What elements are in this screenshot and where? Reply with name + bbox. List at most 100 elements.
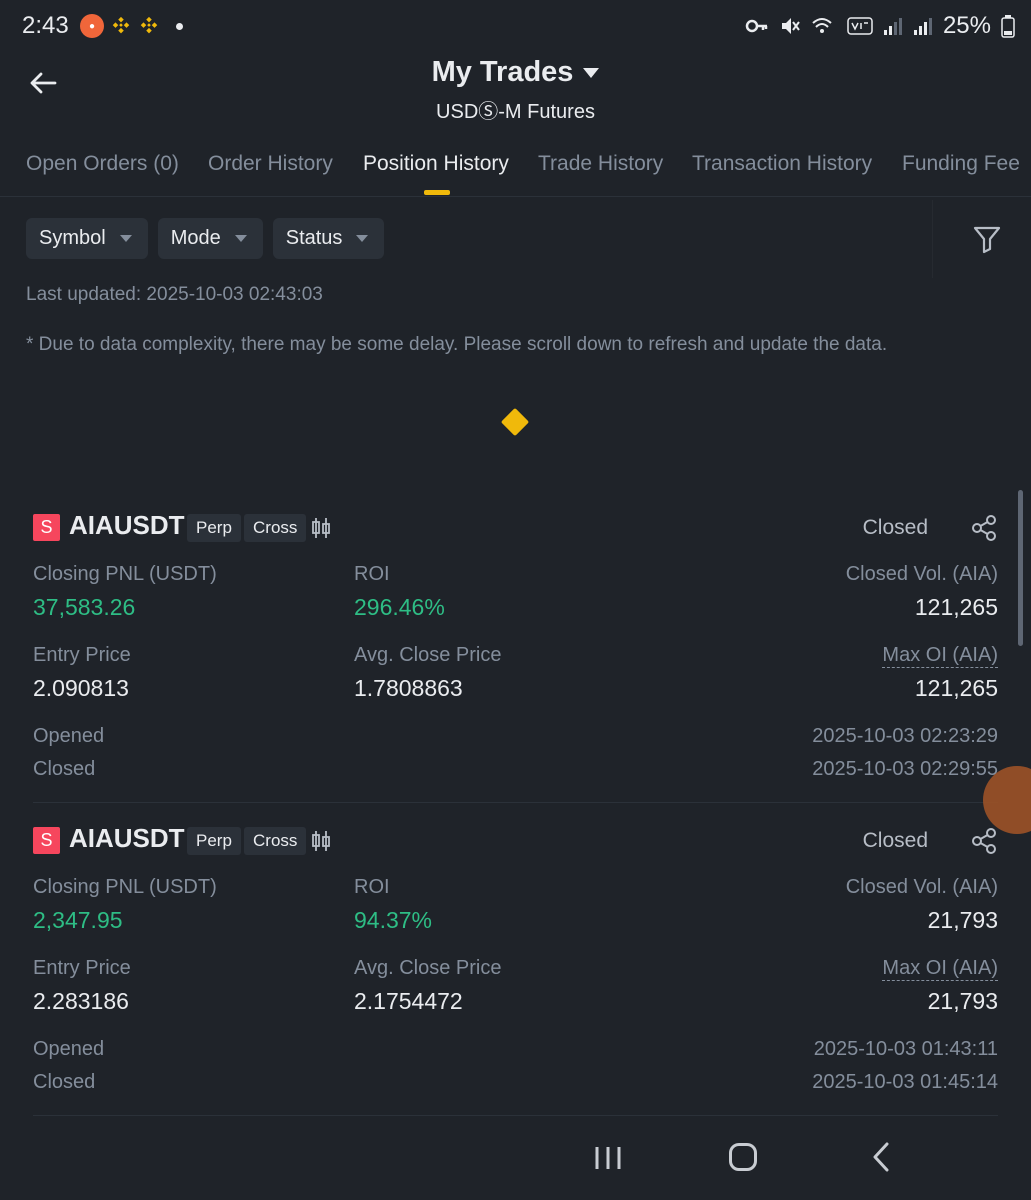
opened-time: 2025-10-03 01:43:11 xyxy=(813,1038,998,1060)
position-symbol: AIAUSDT xyxy=(69,510,185,540)
closed-label: Closed xyxy=(33,758,96,780)
nav-back-icon[interactable] xyxy=(870,1142,892,1172)
max-oi-value: 121,265 xyxy=(914,675,998,701)
battery-icon xyxy=(1001,15,1015,38)
status-filter-label: Status xyxy=(285,227,343,249)
delay-disclaimer: * Due to data complexity, there may be s… xyxy=(26,334,888,355)
short-side-badge: S xyxy=(33,827,60,854)
status-time: 2:43 xyxy=(22,12,69,39)
signal-icon xyxy=(883,18,902,35)
tab-order-history[interactable]: Order History xyxy=(208,152,333,175)
back-arrow-icon[interactable] xyxy=(28,68,58,98)
scrollbar[interactable] xyxy=(1018,490,1023,646)
entry-price-label: Entry Price xyxy=(33,957,131,979)
notification-icons: ● xyxy=(80,14,183,38)
share-icon[interactable] xyxy=(970,514,998,542)
closed-vol-label: Closed Vol. (AIA) xyxy=(845,563,998,585)
mode-filter[interactable]: Mode xyxy=(157,218,263,259)
system-icons: 25% xyxy=(745,12,1015,40)
page-title-dropdown[interactable]: My Trades xyxy=(432,56,600,89)
roi-label: ROI xyxy=(354,563,390,585)
signal-roaming-icon xyxy=(913,18,932,35)
short-side-badge: S xyxy=(33,514,60,541)
roi-value: 296.46% xyxy=(354,594,445,620)
mode-filter-label: Mode xyxy=(170,227,221,249)
opened-time: 2025-10-03 02:23:29 xyxy=(812,725,998,747)
status-bar: 2:43 ● xyxy=(0,0,1031,56)
cross-tag: Cross xyxy=(244,827,307,855)
closed-vol-value: 21,793 xyxy=(927,907,998,933)
more-notifications-dot xyxy=(176,22,183,30)
loading-diamond-icon xyxy=(500,407,530,437)
closed-time: 2025-10-03 01:45:14 xyxy=(812,1071,998,1093)
avg-close-price-value: 2.1754472 xyxy=(354,988,463,1014)
last-updated-text: Last updated: 2025-10-03 02:43:03 xyxy=(26,284,323,305)
max-oi-label[interactable]: Max OI (AIA) xyxy=(882,957,998,981)
tab-trade-history[interactable]: Trade History xyxy=(538,152,664,175)
opened-label: Opened xyxy=(33,725,105,747)
binance-icon xyxy=(140,16,158,34)
max-oi-value: 21,793 xyxy=(927,988,998,1014)
card-divider xyxy=(33,802,998,803)
perp-tag: Perp xyxy=(187,514,241,542)
share-icon[interactable] xyxy=(970,827,998,855)
volte-icon xyxy=(847,17,873,35)
caret-down-icon xyxy=(583,67,600,78)
entry-price-value: 2.090813 xyxy=(33,675,129,701)
candlestick-chart-icon[interactable] xyxy=(310,829,334,853)
page-title: My Trades xyxy=(431,56,574,88)
opened-label: Opened xyxy=(33,1038,105,1060)
position-status: Closed xyxy=(862,829,928,852)
tab-open-orders[interactable]: Open Orders (0) xyxy=(26,152,179,175)
recent-apps-icon[interactable] xyxy=(594,1146,622,1170)
caret-down-icon xyxy=(119,235,132,242)
closing-pnl-value: 2,347.95 xyxy=(33,907,123,933)
tab-bar: Open Orders (0) Order History Position H… xyxy=(0,140,1031,197)
page-subtitle: USDⓈ-M Futures xyxy=(436,101,595,123)
symbol-filter[interactable]: Symbol xyxy=(26,218,148,259)
filter-funnel-icon[interactable] xyxy=(970,222,1004,256)
tab-position-history[interactable]: Position History xyxy=(363,152,509,175)
candlestick-chart-icon[interactable] xyxy=(310,516,334,540)
max-oi-label[interactable]: Max OI (AIA) xyxy=(882,644,998,668)
vpn-key-icon xyxy=(745,19,768,33)
perp-tag: Perp xyxy=(187,827,241,855)
title-wrap: My Trades USDⓈ-M Futures xyxy=(0,56,1031,124)
entry-price-label: Entry Price xyxy=(33,644,131,666)
filter-divider xyxy=(932,200,933,278)
closed-time: 2025-10-03 02:29:55 xyxy=(812,758,998,780)
caret-down-icon xyxy=(234,235,247,242)
cross-tag: Cross xyxy=(244,514,307,542)
card-divider xyxy=(33,1115,998,1116)
closing-pnl-label: Closing PNL (USDT) xyxy=(33,876,217,898)
floating-assistant-bubble[interactable] xyxy=(983,766,1031,834)
battery-percent: 25% xyxy=(942,12,991,39)
caret-down-icon xyxy=(356,235,369,242)
wifi-icon xyxy=(812,18,832,33)
home-icon[interactable] xyxy=(729,1143,757,1171)
binance-icon xyxy=(112,16,130,34)
position-status: Closed xyxy=(862,516,928,539)
tab-transaction-history[interactable]: Transaction History xyxy=(692,152,873,175)
avg-close-price-label: Avg. Close Price xyxy=(354,644,502,666)
avg-close-price-label: Avg. Close Price xyxy=(354,957,502,979)
header: My Trades USDⓈ-M Futures xyxy=(0,56,1031,126)
closed-vol-label: Closed Vol. (AIA) xyxy=(845,876,998,898)
screen-recorder-icon: ● xyxy=(80,14,104,38)
position-symbol: AIAUSDT xyxy=(69,823,185,853)
status-filter[interactable]: Status xyxy=(272,218,385,259)
roi-label: ROI xyxy=(354,876,390,898)
filter-bar: Symbol Mode Status xyxy=(26,218,385,259)
system-nav-bar xyxy=(0,1120,1031,1200)
tab-funding-fee[interactable]: Funding Fee xyxy=(902,152,1020,175)
closed-vol-value: 121,265 xyxy=(914,594,998,620)
closed-label: Closed xyxy=(33,1071,96,1093)
entry-price-value: 2.283186 xyxy=(33,988,129,1014)
mute-icon xyxy=(781,18,800,34)
closing-pnl-value: 37,583.26 xyxy=(33,594,136,620)
closing-pnl-label: Closing PNL (USDT) xyxy=(33,563,217,585)
avg-close-price-value: 1.7808863 xyxy=(354,675,463,701)
active-tab-indicator xyxy=(424,190,450,195)
roi-value: 94.37% xyxy=(354,907,433,933)
symbol-filter-label: Symbol xyxy=(39,227,106,249)
